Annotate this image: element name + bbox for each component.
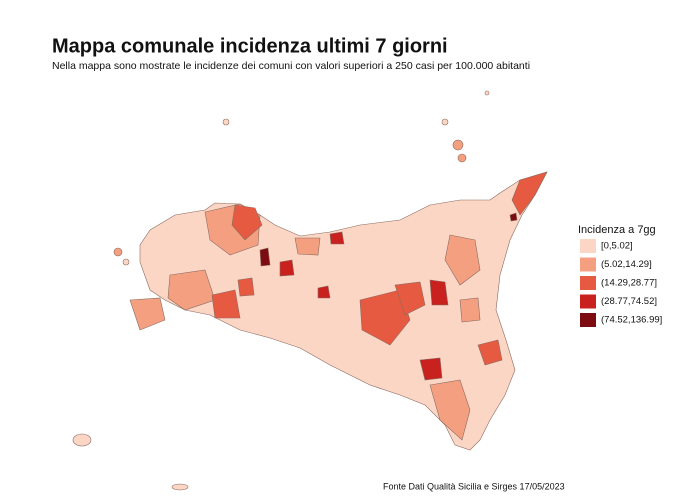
legend-title: Incidenza a 7gg <box>578 224 656 236</box>
area <box>477 339 503 366</box>
legend-label: (5.02,14.29] <box>601 259 652 270</box>
area <box>231 204 263 241</box>
island <box>122 258 130 266</box>
title: Mappa comunale incidenza ultimi 7 giorni <box>52 35 448 57</box>
island <box>484 90 490 96</box>
area <box>509 212 518 222</box>
area <box>359 289 411 346</box>
area <box>211 289 241 319</box>
legend: [0,5.02] (5.02,14.29] (14.29,28.77] (28.77,… <box>580 239 662 327</box>
legend-swatch <box>580 239 596 253</box>
island <box>171 483 189 491</box>
area <box>444 234 481 286</box>
map <box>72 90 548 491</box>
area <box>237 277 255 297</box>
area <box>429 379 471 441</box>
area <box>167 269 216 311</box>
area <box>294 237 321 256</box>
area <box>279 259 295 277</box>
legend-label: (14.29,28.77] <box>601 278 657 289</box>
area <box>259 247 271 267</box>
subtitle: Nella mappa sono mostrate le incidenze d… <box>52 60 530 72</box>
area <box>317 285 331 299</box>
legend-swatch <box>580 313 596 327</box>
area <box>129 297 166 331</box>
source: Fonte Dati Qualità Sicilia e Sirges 17/0… <box>383 481 565 491</box>
legend-swatch <box>580 257 596 272</box>
island <box>72 433 92 447</box>
island <box>441 118 449 126</box>
area <box>394 281 426 316</box>
area <box>419 357 443 381</box>
area <box>511 171 548 216</box>
legend-swatch <box>580 294 596 309</box>
legend-swatch <box>580 276 596 290</box>
island <box>452 139 464 151</box>
island <box>222 118 230 126</box>
area <box>459 297 481 323</box>
sicily <box>139 171 548 451</box>
island <box>113 247 123 257</box>
area <box>429 279 449 306</box>
legend-label: (28.77,74.52] <box>601 296 657 307</box>
island <box>457 153 467 163</box>
legend-label: [0,5.02] <box>601 241 633 252</box>
legend-label: (74.52,136.99] <box>601 315 662 326</box>
area <box>329 231 345 245</box>
